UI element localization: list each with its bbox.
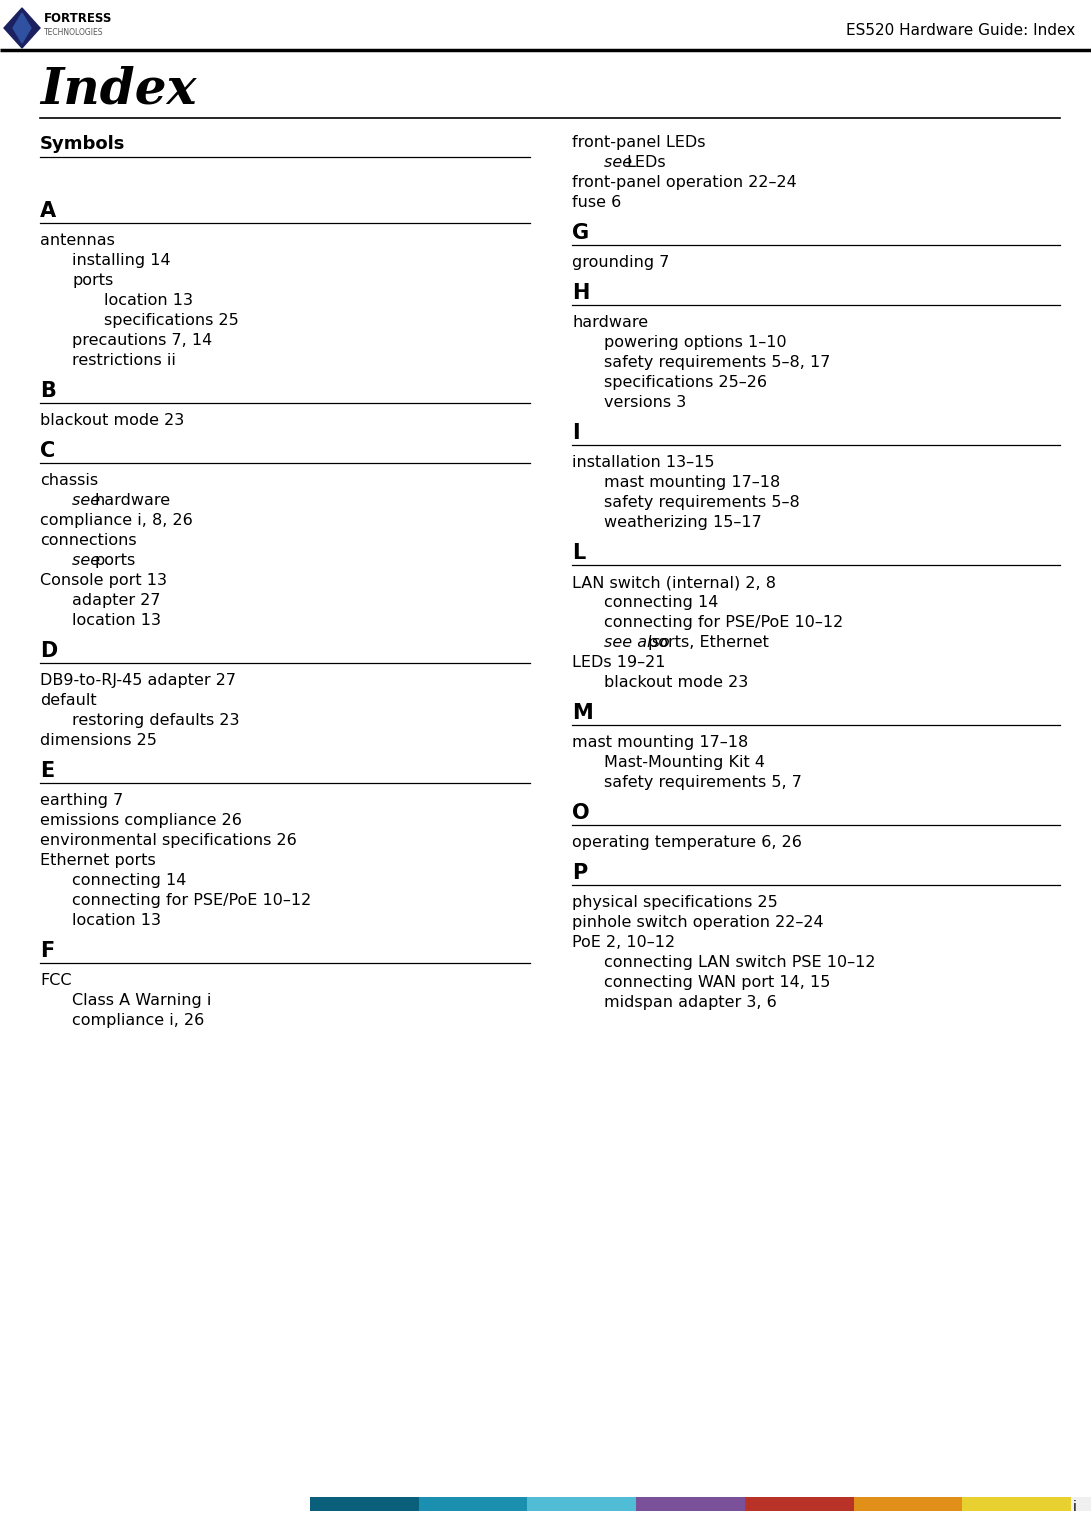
Bar (310, 1497, 419, 1511)
Text: Console port 13: Console port 13 (40, 573, 167, 589)
Text: chassis: chassis (40, 473, 98, 488)
Text: Class A Warning i: Class A Warning i (72, 994, 212, 1007)
Text: connecting LAN switch PSE 10–12: connecting LAN switch PSE 10–12 (604, 956, 875, 969)
Text: connections: connections (40, 532, 136, 548)
Text: LEDs 19–21: LEDs 19–21 (572, 655, 666, 671)
Text: connecting WAN port 14, 15: connecting WAN port 14, 15 (604, 975, 830, 991)
Bar (853, 1497, 962, 1511)
Text: see also: see also (604, 636, 674, 649)
Polygon shape (13, 14, 31, 42)
Text: versions 3: versions 3 (604, 394, 686, 410)
Text: environmental specifications 26: environmental specifications 26 (40, 833, 297, 848)
Text: D: D (40, 642, 57, 661)
Text: precautions 7, 14: precautions 7, 14 (72, 334, 213, 347)
Text: front-panel LEDs: front-panel LEDs (572, 135, 706, 150)
Text: dimensions 25: dimensions 25 (40, 733, 157, 748)
Text: M: M (572, 702, 592, 724)
Text: safety requirements 5, 7: safety requirements 5, 7 (604, 775, 802, 790)
Text: ports: ports (94, 554, 135, 567)
Text: compliance i, 26: compliance i, 26 (72, 1013, 204, 1029)
Text: Ethernet ports: Ethernet ports (40, 853, 156, 868)
Text: ports: ports (72, 273, 113, 288)
Text: Index: Index (40, 65, 196, 114)
Text: A: A (40, 200, 56, 221)
Text: F: F (40, 941, 55, 960)
Text: i: i (1074, 1500, 1077, 1514)
Text: powering options 1–10: powering options 1–10 (604, 335, 787, 350)
Text: operating temperature 6, 26: operating temperature 6, 26 (572, 834, 802, 850)
Text: safety requirements 5–8: safety requirements 5–8 (604, 495, 800, 510)
Text: see: see (72, 554, 105, 567)
Text: antennas: antennas (40, 234, 115, 247)
Text: grounding 7: grounding 7 (572, 255, 670, 270)
Text: Symbols: Symbols (40, 135, 125, 153)
Text: FCC: FCC (40, 972, 72, 988)
Text: safety requirements 5–8, 17: safety requirements 5–8, 17 (604, 355, 830, 370)
Text: E: E (40, 762, 55, 781)
Text: L: L (572, 543, 585, 563)
Polygon shape (4, 8, 40, 49)
Text: restoring defaults 23: restoring defaults 23 (72, 713, 240, 728)
Text: blackout mode 23: blackout mode 23 (604, 675, 748, 690)
Text: specifications 25: specifications 25 (104, 313, 239, 328)
Text: physical specifications 25: physical specifications 25 (572, 895, 778, 910)
Bar (745, 1497, 853, 1511)
Text: emissions compliance 26: emissions compliance 26 (40, 813, 242, 828)
Bar (527, 1497, 636, 1511)
Text: TECHNOLOGIES: TECHNOLOGIES (44, 27, 104, 36)
Text: front-panel operation 22–24: front-panel operation 22–24 (572, 174, 796, 190)
Text: LAN switch (internal) 2, 8: LAN switch (internal) 2, 8 (572, 575, 776, 590)
Text: P: P (572, 863, 587, 883)
Text: mast mounting 17–18: mast mounting 17–18 (572, 736, 748, 749)
Text: default: default (40, 693, 97, 708)
Text: connecting 14: connecting 14 (604, 595, 718, 610)
Text: pinhole switch operation 22–24: pinhole switch operation 22–24 (572, 915, 824, 930)
Text: blackout mode 23: blackout mode 23 (40, 413, 184, 428)
Text: DB9-to-RJ-45 adapter 27: DB9-to-RJ-45 adapter 27 (40, 674, 236, 689)
Text: I: I (572, 423, 579, 443)
Text: earthing 7: earthing 7 (40, 793, 123, 809)
Text: B: B (40, 381, 56, 400)
Text: location 13: location 13 (104, 293, 193, 308)
Text: O: O (572, 802, 589, 824)
Text: Mast-Mounting Kit 4: Mast-Mounting Kit 4 (604, 755, 765, 771)
Text: LEDs: LEDs (626, 155, 666, 170)
Text: see: see (604, 155, 637, 170)
Text: weatherizing 15–17: weatherizing 15–17 (604, 514, 762, 529)
Text: hardware: hardware (572, 316, 648, 331)
Text: FORTRESS: FORTRESS (44, 12, 112, 24)
Bar (1071, 1497, 1091, 1511)
Text: ports, Ethernet: ports, Ethernet (648, 636, 769, 649)
Text: compliance i, 8, 26: compliance i, 8, 26 (40, 513, 193, 528)
Text: C: C (40, 441, 56, 461)
Text: midspan adapter 3, 6: midspan adapter 3, 6 (604, 995, 777, 1010)
Text: ES520 Hardware Guide: Index: ES520 Hardware Guide: Index (846, 23, 1075, 38)
Text: hardware: hardware (94, 493, 170, 508)
Text: H: H (572, 284, 589, 303)
Text: connecting 14: connecting 14 (72, 872, 187, 887)
Text: installing 14: installing 14 (72, 253, 170, 269)
Text: installation 13–15: installation 13–15 (572, 455, 715, 470)
Text: connecting for PSE/PoE 10–12: connecting for PSE/PoE 10–12 (72, 894, 311, 909)
Text: fuse 6: fuse 6 (572, 196, 621, 209)
Text: specifications 25–26: specifications 25–26 (604, 375, 767, 390)
Text: adapter 27: adapter 27 (72, 593, 160, 608)
Text: see: see (72, 493, 105, 508)
Bar (419, 1497, 527, 1511)
Text: location 13: location 13 (72, 613, 161, 628)
Text: mast mounting 17–18: mast mounting 17–18 (604, 475, 780, 490)
Text: restrictions ii: restrictions ii (72, 353, 176, 369)
Text: connecting for PSE/PoE 10–12: connecting for PSE/PoE 10–12 (604, 614, 843, 630)
Bar (636, 1497, 745, 1511)
Bar (962, 1497, 1071, 1511)
Text: location 13: location 13 (72, 913, 161, 928)
Text: G: G (572, 223, 589, 243)
Text: PoE 2, 10–12: PoE 2, 10–12 (572, 934, 675, 950)
